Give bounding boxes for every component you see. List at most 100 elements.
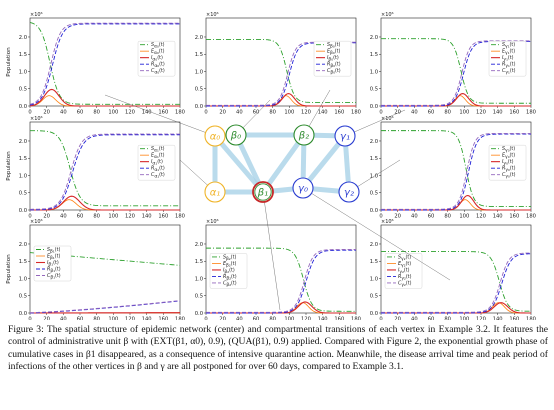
network-edge — [300, 133, 348, 191]
x-tick-label: 140 — [493, 214, 503, 220]
x-tick-label: 180 — [526, 317, 536, 321]
x-tick-label: 40 — [60, 317, 67, 321]
node-label: γ₂ — [344, 188, 354, 199]
series-R-line — [206, 249, 356, 314]
y-tick-label: 0.0 — [19, 311, 27, 317]
y-tick-label: 0.0 — [195, 104, 203, 110]
x-tick-label: 180 — [351, 317, 361, 321]
network-edge — [212, 133, 266, 195]
legend-box — [488, 40, 527, 77]
legend: Sβ₁(t)Eβ₁(t)Iβ₁(t)Rβ₁(t)Cβ₁(t) — [33, 245, 72, 282]
legend-label: Sα₀(t) — [151, 42, 165, 50]
x-tick-label: 120 — [125, 214, 135, 220]
node-g0: γ₀ — [292, 177, 314, 199]
legend-label: Rβ₂(t) — [223, 274, 237, 282]
y-tick-label: 0.5 — [19, 294, 27, 300]
axis-exponent: ×10⁶ — [381, 219, 394, 225]
node-circle — [338, 181, 360, 203]
y-tick-label: 0.5 — [370, 191, 378, 197]
y-tick-label: 0.0 — [19, 104, 27, 110]
x-tick-label: 20 — [394, 317, 401, 321]
panel-alpha1: 0 20 40 60 80 100 120 140 160 180 0.0 0.5 1.0 1.5 2.0 ×… — [6, 116, 185, 220]
x-tick-label: 100 — [459, 110, 469, 116]
legend-box — [384, 253, 423, 289]
legend-label: Iβ₂(t) — [223, 267, 235, 275]
x-tick-label: 140 — [142, 317, 152, 321]
series-C-line — [206, 249, 356, 313]
panel-gamma2: 0 20 40 60 80 100 120 140 160 180 0.0 0.5 1.0 1.5 2.0 ×… — [370, 219, 536, 320]
y-tick-label: 1.5 — [19, 156, 27, 162]
node-label: β₀ — [230, 131, 241, 142]
legend-label: Sβ₂(t) — [223, 254, 236, 262]
legend-label: Sα₁(t) — [151, 146, 165, 154]
series-S-line — [206, 247, 356, 312]
y-tick-label: 1.0 — [19, 276, 27, 282]
x-tick-label: 40 — [411, 110, 418, 116]
legend-label: Eα₁(t) — [151, 153, 165, 161]
legend-label: Iβ₀(t) — [327, 55, 339, 63]
y-tick-label: 1.5 — [195, 259, 203, 265]
x-tick-label: 40 — [60, 110, 67, 116]
series-C-line — [381, 132, 531, 210]
y-tick-label: 0.5 — [19, 87, 27, 93]
node-circle — [293, 124, 315, 146]
axis-exponent: ×10⁶ — [206, 12, 219, 18]
x-tick-label: 160 — [158, 317, 168, 321]
axis-exponent: ×10⁶ — [381, 12, 394, 18]
legend-box — [313, 40, 352, 77]
x-tick-label: 0 — [204, 317, 207, 321]
x-tick-label: 120 — [476, 110, 486, 116]
legend-box — [488, 144, 527, 181]
legend-label: Sβ₀(t) — [327, 42, 340, 50]
panel-gamma1: 0 20 40 60 80 100 120 140 160 180 0.0 0.5 1.0 1.5 2.0 ×… — [370, 12, 536, 116]
connector-line — [104, 94, 216, 137]
series-S-line — [381, 130, 531, 208]
panel-gamma0: 0204060801001201401601800.00.51.01.52.0×… — [370, 116, 536, 220]
plot-frame — [380, 17, 532, 107]
connector-line — [262, 191, 281, 311]
legend-label: Cβ₁(t) — [47, 273, 61, 281]
node-circle — [252, 181, 274, 203]
series-C-line — [381, 252, 532, 313]
series-C-line — [381, 40, 531, 106]
series-R-line — [29, 23, 180, 106]
x-tick-label: 80 — [444, 110, 451, 116]
y-tick-label: 2.0 — [195, 242, 203, 248]
x-tick-label: 180 — [526, 214, 536, 220]
y-tick-label: 1.5 — [19, 259, 27, 265]
legend: Sα₀(t)Eα₀(t)Iα₀(t)Rα₀(t)Cα₀(t) — [137, 40, 176, 77]
node-circle — [334, 125, 356, 147]
legend: Sγ₂(t)Eγ₂(t)Iγ₂(t)Rγ₂(t)Cγ₂(t) — [384, 253, 423, 289]
x-tick-label: 100 — [108, 214, 118, 220]
legend-label: Iγ₁(t) — [502, 55, 514, 63]
node-a1: α₁ — [204, 181, 226, 203]
legend-label: Eβ₁(t) — [47, 254, 60, 262]
x-tick-label: 0 — [28, 214, 31, 220]
panel-beta2: 0 20 40 60 80 100 120 140 160 180 0.0 0.5 1.0 1.5 2.0 ×… — [195, 219, 361, 320]
axis-exponent: ×10⁶ — [30, 116, 43, 122]
node-circle — [225, 124, 247, 146]
panel-beta0: 0 20 40 60 80 100 120 140 160 180 0.0 0.5 1.0 1.5 2.0 ×… — [195, 12, 361, 116]
x-tick-label: 100 — [284, 317, 294, 321]
x-tick-label: 120 — [301, 110, 311, 116]
y-tick-label: 1.0 — [19, 69, 27, 75]
figure: 0 20 40 60 80 100 120 140 160 180 0.0 0.5 1.0 1.5 2.0 ×… — [6, 12, 536, 321]
x-tick-label: 120 — [476, 317, 486, 321]
x-tick-label: 120 — [476, 214, 486, 220]
legend-label: Cβ₂(t) — [223, 280, 237, 288]
x-tick-label: 80 — [93, 317, 100, 321]
node-label: γ₁ — [340, 132, 350, 143]
legend-label: Sγ₁(t) — [502, 42, 515, 50]
y-tick-label: 1.0 — [19, 173, 27, 179]
x-tick-label: 40 — [236, 110, 243, 116]
y-tick-label: 1.0 — [195, 276, 203, 282]
legend-label: Sβ₁(t) — [47, 247, 60, 255]
legend-label: Rγ₀(t) — [502, 166, 516, 174]
x-tick-label: 60 — [428, 214, 435, 220]
series-I-line — [29, 88, 180, 107]
y-axis-label: Population — [6, 47, 12, 77]
axis-exponent: ×10⁶ — [30, 12, 43, 18]
x-tick-label: 80 — [93, 214, 100, 220]
x-tick-label: 0 — [379, 110, 382, 116]
x-tick-label: 160 — [334, 110, 344, 116]
